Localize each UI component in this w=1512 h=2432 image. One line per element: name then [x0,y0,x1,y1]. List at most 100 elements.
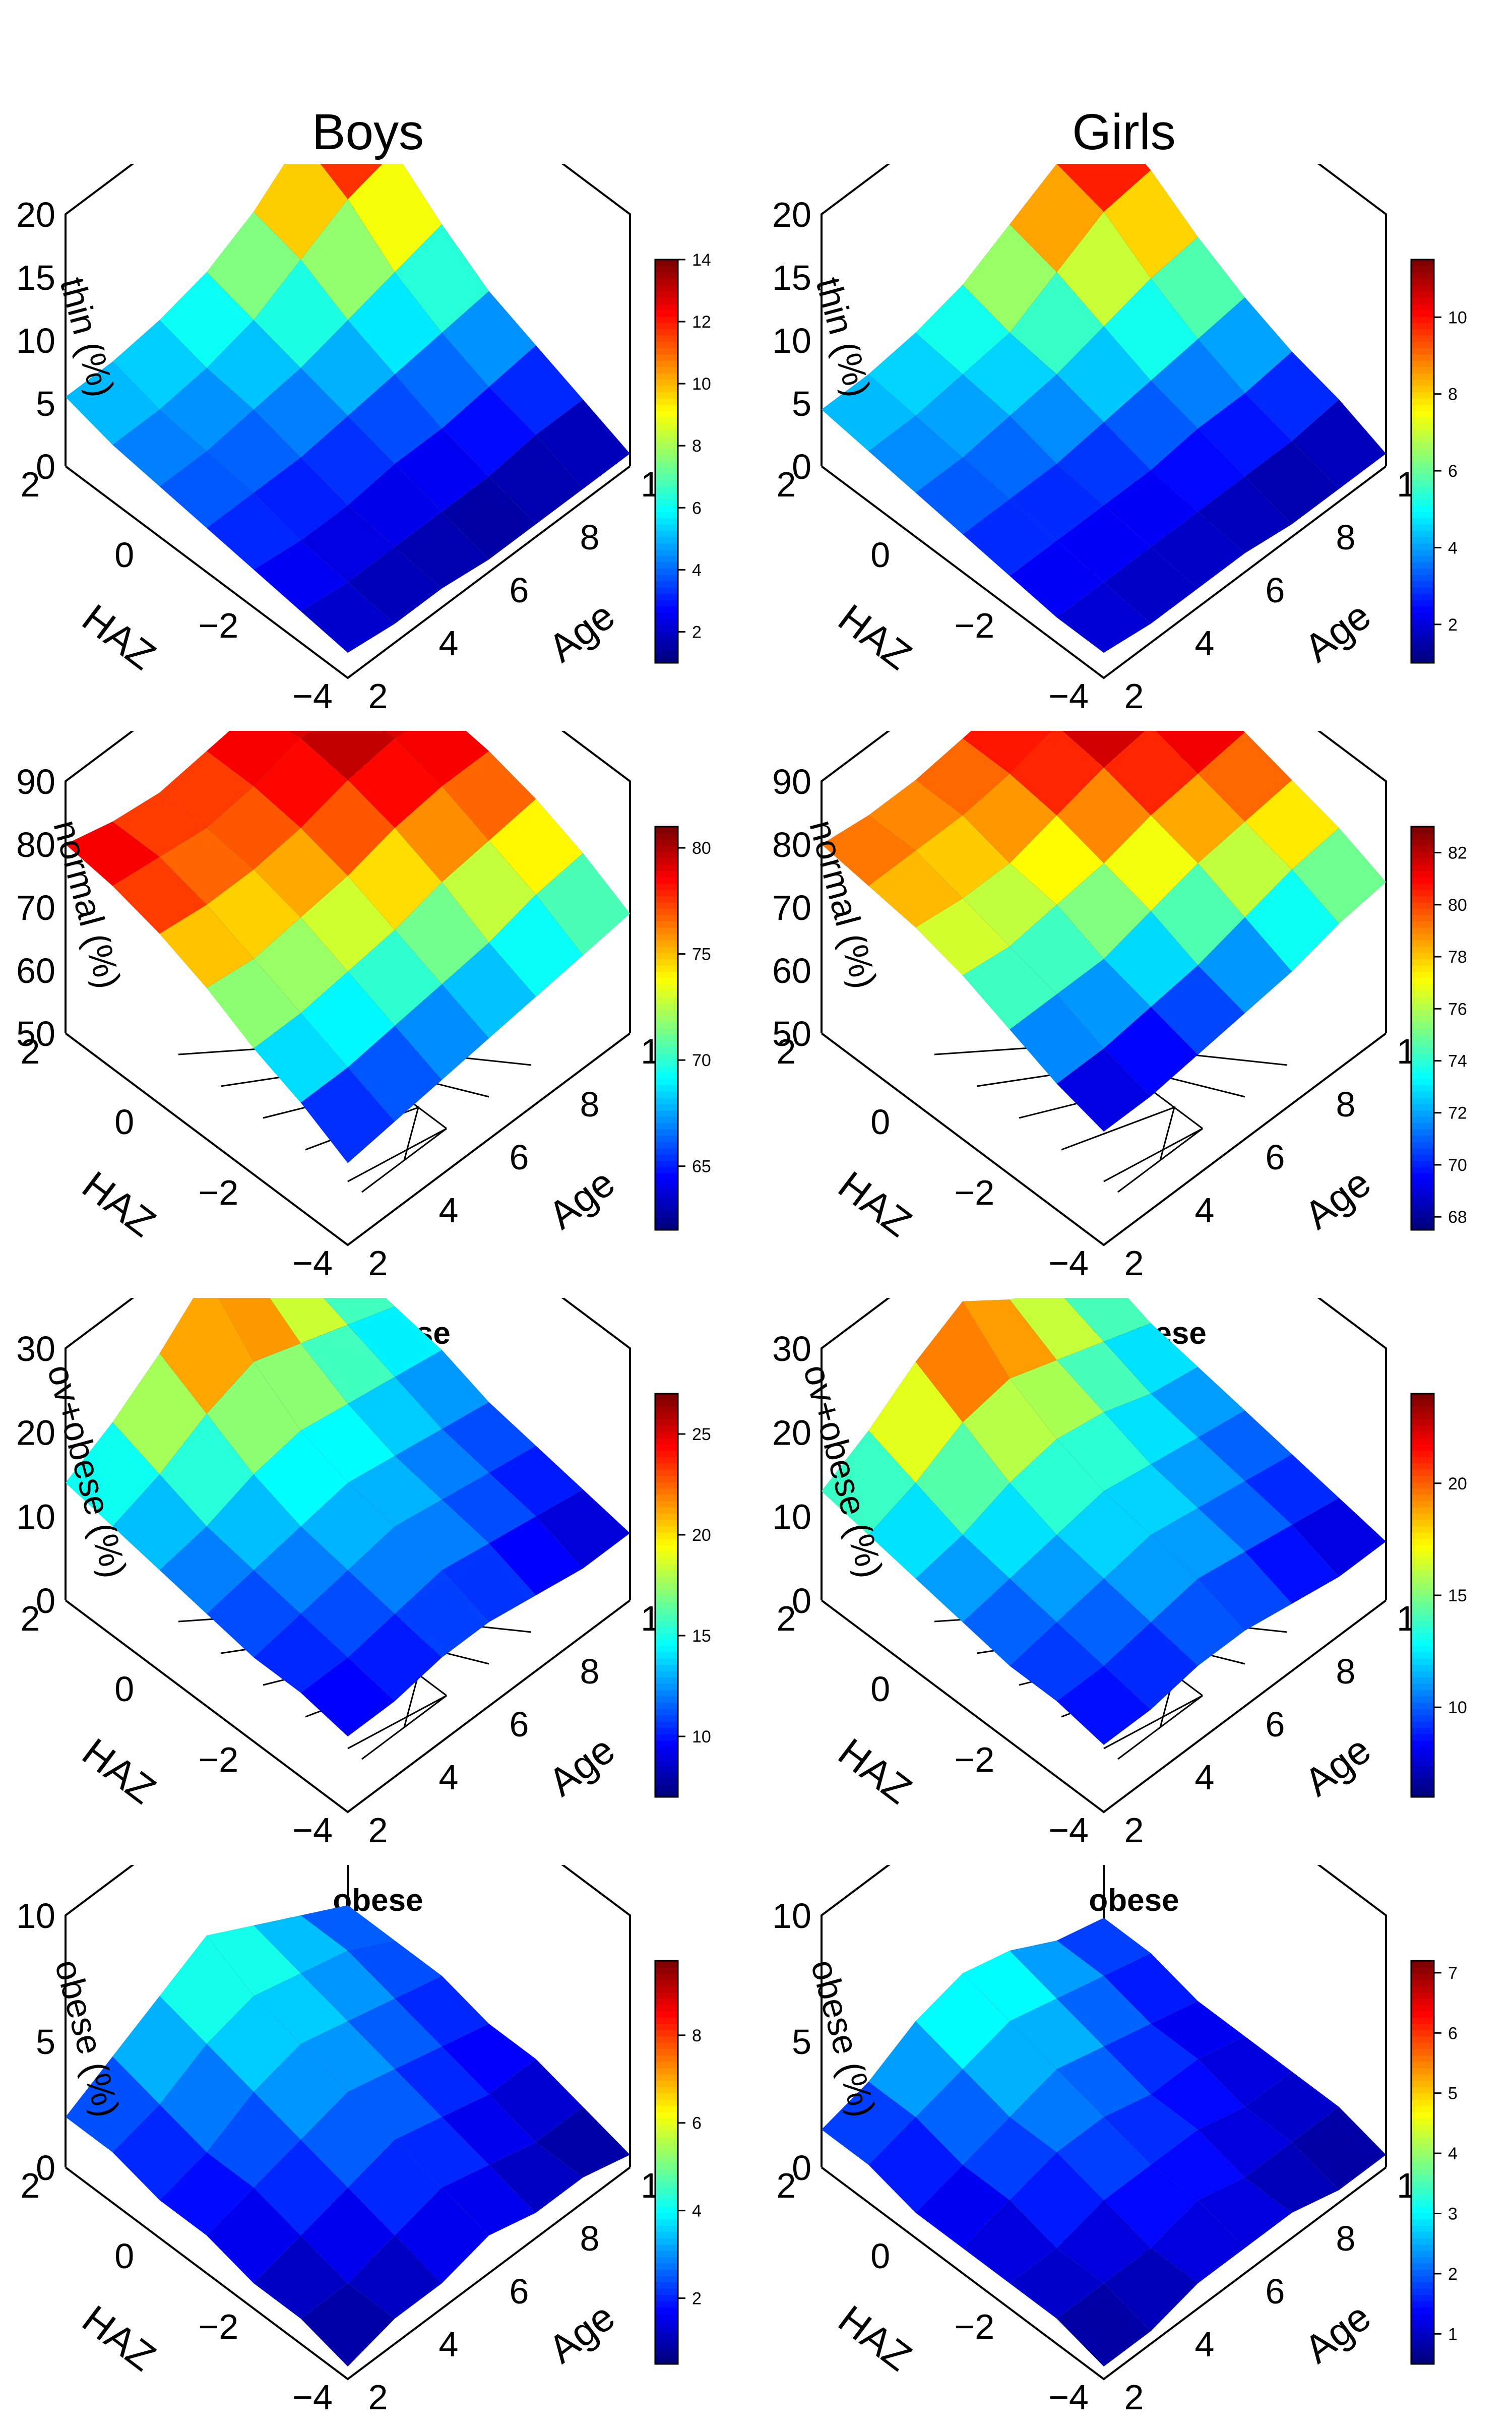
x-axis-title: HAZ [74,595,164,678]
colorbar-band [655,1683,678,1691]
surface-plot-boys-normal: 20−2−4HAZ246810Age5060708090normal (%)65… [16,731,711,1283]
colorbar-band [1411,379,1434,386]
colorbar-band [1411,411,1434,418]
colorbar-band [655,568,678,575]
surface-cell [1103,169,1199,279]
colorbar-band [655,1532,678,1539]
colorbar-band [1411,2314,1434,2321]
colorbar-band [655,537,678,544]
colorbar-band [1411,1690,1434,1697]
surface [821,1917,1387,2367]
colorbar-band [655,1501,678,1508]
colorbar-band [1411,1633,1434,1640]
colorbar-band [655,2093,678,2100]
colorbar-band [655,467,678,474]
colorbar-band [655,1072,678,1079]
colorbar-band [1411,1608,1434,1615]
box-edge-floor [821,1032,1387,1246]
surface-cell [488,1445,584,1517]
colorbar-band [655,933,678,941]
colorbar-band [655,1129,678,1136]
z-tick-label: 90 [16,762,55,801]
surface-cell [1103,1622,1199,1710]
colorbar-tick-label: 6 [692,2114,702,2133]
y-tick-label: 2 [368,1243,388,1283]
z-tick-label: 80 [772,825,811,864]
colorbar-band [1411,562,1434,569]
colorbar-band [1411,2200,1434,2207]
colorbar-band [1411,2087,1434,2094]
colorbar-tick-label: 78 [1448,948,1467,967]
x-axis-title: HAZ [74,1729,164,1812]
surface-cell [1197,821,1293,918]
colorbar-band [1411,827,1434,834]
surface-cell [441,1402,537,1473]
colorbar-band [1411,398,1434,405]
colorbar-band [655,2326,678,2333]
surface-cell [1197,1480,1293,1552]
z-axis-title: thin (%) [52,273,122,401]
colorbar-band [655,2194,678,2201]
x-axis-title: HAZ [74,1162,164,1245]
colorbar-band [655,1110,678,1117]
colorbar-band [1411,1097,1434,1104]
colorbar-band [655,1438,678,1445]
colorbar-band [1411,1469,1434,1476]
colorbar-tick-label: 68 [1448,1208,1467,1227]
colorbar-band [1411,1034,1434,1041]
colorbar-band [1411,2080,1434,2087]
x-tick-label: 2 [777,2166,796,2205]
colorbar-band [655,2345,678,2352]
z-tick-label: 10 [772,1497,811,1536]
colorbar-band [655,650,678,657]
colorbar-band [655,474,678,481]
colorbar-tick-label: 4 [692,560,702,580]
colorbar-band [655,1097,678,1104]
surface-cell [347,164,443,273]
surface-cell [1103,910,1199,1008]
z-tick-label: 20 [772,195,811,234]
colorbar-band [655,1709,678,1716]
y-tick-label: 4 [1195,2325,1215,2364]
x-tick-label: 2 [21,1599,40,1638]
colorbar-band [1411,2257,1434,2264]
colorbar-band [1411,316,1434,323]
y-axis-title: Age [1296,593,1379,671]
colorbar: 2 4 6 8 [654,1960,702,2365]
colorbar-band [655,341,678,348]
colorbar-band [1411,329,1434,336]
colorbar-band [655,2288,678,2295]
colorbar-band [1411,1583,1434,1590]
surface-cell [1197,2177,1293,2249]
colorbar-tick-label: 70 [692,1051,711,1070]
colorbar-band [1411,631,1434,638]
colorbar-band [1411,965,1434,972]
surface [65,164,631,653]
colorbar-band [1411,575,1434,582]
colorbar-band [1411,1967,1434,1974]
colorbar-band [655,1475,678,1482]
colorbar-band [655,896,678,903]
colorbar-band [1411,839,1434,846]
colorbar-band [655,959,678,966]
colorbar-tick-label: 15 [692,1627,711,1646]
colorbar-band [1411,2351,1434,2358]
z-tick-label: 50 [772,1014,811,1053]
colorbar-band [655,1116,678,1124]
colorbar-band [655,1601,678,1608]
surface-plot-boys-ov-obese: 20−2−4HAZ246810Age0102030ov+obese (%)101… [16,1298,711,1850]
colorbar-band [1411,404,1434,411]
colorbar-band [1411,864,1434,871]
x-tick-label: −2 [198,2307,238,2346]
colorbar-band [1411,449,1434,456]
colorbar-band [1411,2131,1434,2138]
colorbar-band [655,927,678,934]
colorbar-band [1411,883,1434,890]
colorbar-band [1411,1129,1434,1136]
z-tick-label: 0 [792,447,811,486]
colorbar-band [655,1028,678,1035]
colorbar-band [1411,1986,1434,1993]
colorbar-band [655,870,678,878]
colorbar-band [1411,1450,1434,1457]
